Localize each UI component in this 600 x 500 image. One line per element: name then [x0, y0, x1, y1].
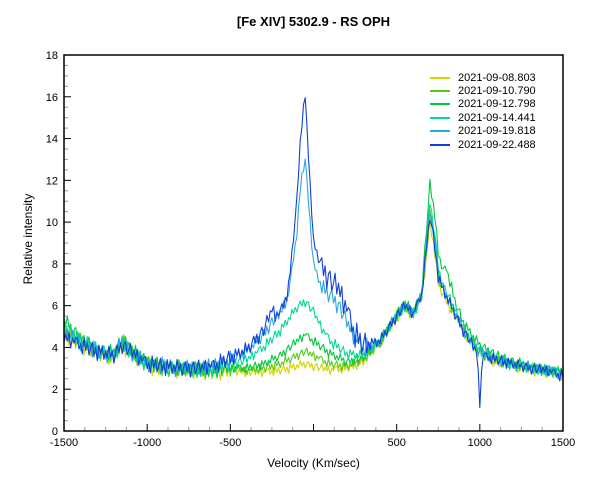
svg-text:-1500: -1500	[50, 437, 78, 449]
svg-text:-500: -500	[219, 437, 241, 449]
svg-text:1000: 1000	[468, 437, 492, 449]
legend-item: 2021-09-19.818	[430, 125, 536, 138]
svg-text:14: 14	[46, 134, 58, 146]
svg-text:18: 18	[46, 50, 58, 62]
svg-text:12: 12	[46, 175, 58, 187]
legend-label: 2021-09-12.798	[458, 98, 536, 111]
svg-text:1500: 1500	[551, 437, 575, 449]
svg-text:6: 6	[52, 301, 58, 313]
legend-swatch	[430, 116, 450, 119]
legend-item: 2021-09-14.441	[430, 111, 536, 124]
legend-label: 2021-09-19.818	[458, 125, 536, 138]
svg-text:500: 500	[387, 437, 405, 449]
svg-text:-1000: -1000	[133, 437, 161, 449]
legend-label: 2021-09-08.803	[458, 71, 536, 84]
legend-item: 2021-09-12.798	[430, 98, 536, 111]
legend: 2021-09-08.803 2021-09-10.790 2021-09-12…	[430, 71, 536, 151]
svg-text:4: 4	[52, 342, 58, 354]
legend-item: 2021-09-10.790	[430, 84, 536, 97]
legend-swatch	[430, 143, 450, 146]
x-axis-title: Velocity (Km/sec)	[267, 456, 360, 470]
svg-text:2: 2	[52, 384, 58, 396]
legend-label: 2021-09-22.488	[458, 138, 536, 151]
legend-swatch	[430, 103, 450, 106]
legend-label: 2021-09-10.790	[458, 85, 536, 98]
svg-text:8: 8	[52, 259, 58, 271]
chart-title: [Fe XIV] 5302.9 - RS OPH	[236, 14, 391, 29]
svg-text:10: 10	[46, 217, 58, 229]
legend-swatch	[430, 90, 450, 93]
legend-swatch	[430, 130, 450, 133]
legend-item: 2021-09-22.488	[430, 138, 536, 151]
y-axis-title: Relative intensity	[21, 193, 35, 285]
legend-label: 2021-09-14.441	[458, 111, 536, 124]
legend-item: 2021-09-08.803	[430, 71, 536, 84]
legend-swatch	[430, 76, 450, 79]
svg-text:16: 16	[46, 92, 58, 104]
svg-text:0: 0	[52, 426, 58, 438]
